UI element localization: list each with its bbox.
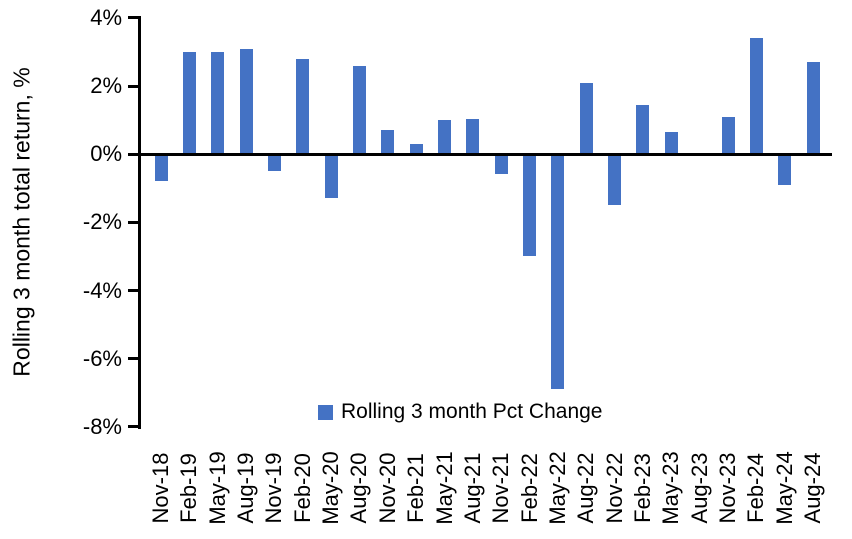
- y-tick-label: -4%: [82, 278, 122, 303]
- bar: [636, 105, 649, 154]
- bar: [523, 154, 536, 256]
- x-tick-label: Aug-23: [687, 452, 712, 524]
- bar: [807, 62, 820, 154]
- bar: [155, 154, 168, 181]
- x-tick-label: Feb-23: [630, 453, 655, 523]
- bar: [381, 130, 394, 154]
- bar: [353, 66, 366, 155]
- y-tick-mark: [128, 16, 140, 19]
- x-tick-label: May-21: [432, 451, 457, 525]
- x-tick-label: Aug-20: [346, 452, 371, 524]
- x-tick-label: May-24: [772, 451, 797, 525]
- legend-swatch: [318, 404, 333, 420]
- bar: [410, 144, 423, 154]
- y-tick-mark: [128, 221, 140, 224]
- y-tick-label: 0%: [90, 141, 122, 166]
- y-tick-label: 2%: [90, 73, 122, 98]
- y-tick-label: 4%: [90, 5, 122, 30]
- bar: [240, 49, 253, 155]
- x-tick-label: Nov-18: [148, 452, 173, 524]
- bar: [296, 59, 309, 154]
- bar: [183, 52, 196, 154]
- x-tick-label: Aug-24: [800, 452, 825, 524]
- y-tick-mark: [128, 425, 140, 428]
- bar: [495, 154, 508, 174]
- y-tick-mark: [128, 289, 140, 292]
- x-tick-label: May-22: [545, 451, 570, 525]
- y-tick-mark: [128, 357, 140, 360]
- y-tick-label: -2%: [82, 209, 122, 234]
- y-axis-line: [138, 16, 141, 429]
- bar: [778, 154, 791, 185]
- bar: [211, 52, 224, 154]
- bar: [722, 117, 735, 154]
- x-tick-label: Nov-22: [602, 452, 627, 524]
- x-tick-label: Nov-21: [488, 452, 513, 524]
- x-tick-label: Nov-19: [261, 452, 286, 524]
- x-tick-label: Aug-21: [460, 452, 485, 524]
- legend-label: Rolling 3 month Pct Change: [341, 400, 603, 423]
- x-tick-label: May-23: [658, 451, 683, 525]
- bar: [608, 154, 621, 205]
- bar: [750, 38, 763, 154]
- x-tick-label: Feb-21: [403, 453, 428, 523]
- bar: [438, 120, 451, 154]
- x-tick-label: Feb-24: [743, 453, 768, 523]
- bar: [665, 132, 678, 154]
- y-tick-label: -8%: [82, 414, 122, 439]
- bar: [268, 154, 281, 171]
- zero-baseline: [138, 153, 832, 156]
- x-tick-label: May-20: [318, 451, 343, 525]
- bar: [325, 154, 338, 198]
- bar: [580, 83, 593, 155]
- x-tick-label: Aug-22: [573, 452, 598, 524]
- x-tick-label: Feb-22: [517, 453, 542, 523]
- y-tick-mark: [128, 153, 140, 156]
- bar: [551, 154, 564, 389]
- bar: [466, 119, 479, 155]
- x-tick-label: Nov-20: [375, 452, 400, 524]
- x-tick-label: May-19: [205, 451, 230, 525]
- x-tick-label: Nov-23: [715, 452, 740, 524]
- x-tick-label: Feb-20: [290, 453, 315, 523]
- legend: Rolling 3 month Pct Change: [318, 400, 603, 424]
- x-tick-label: Feb-19: [176, 453, 201, 523]
- y-tick-label: -6%: [82, 346, 122, 371]
- y-tick-mark: [128, 85, 140, 88]
- x-tick-label: Aug-19: [233, 452, 258, 524]
